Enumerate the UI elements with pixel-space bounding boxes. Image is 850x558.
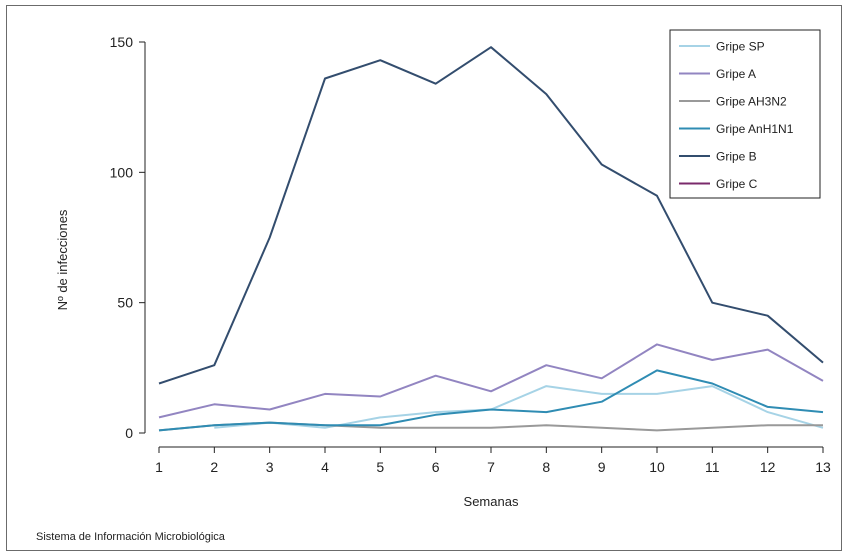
x-tick-label: 13 — [815, 459, 831, 475]
x-tick-label: 6 — [432, 459, 440, 475]
x-tick-label: 9 — [598, 459, 606, 475]
x-ticks: 1 2 3 4 5 6 7 8 9 10 11 12 13 — [155, 447, 831, 475]
plot-lines — [158, 46, 824, 432]
y-axis-label: Nº de infecciones — [55, 209, 70, 310]
series-line-gripe-a — [158, 343, 824, 419]
x-tick-label: 7 — [487, 459, 495, 475]
x-tick-label: 8 — [542, 459, 550, 475]
legend-label: Gripe B — [716, 150, 757, 164]
source-note: Sistema de Información Microbiológica — [36, 531, 225, 543]
y-tick-label: 100 — [110, 164, 134, 180]
x-axis-label: Semanas — [464, 494, 519, 509]
series-line-gripe-anh1n1 — [158, 369, 824, 432]
x-tick-label: 3 — [266, 459, 274, 475]
x-tick-label: 1 — [155, 459, 163, 475]
y-tick-label: 150 — [110, 34, 134, 50]
y-tick-label: 0 — [125, 425, 133, 441]
legend: Gripe SP Gripe A Gripe AH3N2 Gripe AnH1N1 Gr… — [669, 29, 821, 199]
x-tick-label: 12 — [760, 459, 776, 475]
series-line-gripe-sp — [214, 385, 824, 429]
legend-label: Gripe SP — [716, 40, 765, 54]
x-tick-label: 4 — [321, 459, 329, 475]
x-tick-label: 2 — [210, 459, 218, 475]
x-tick-label: 11 — [705, 459, 720, 475]
legend-label: Gripe AnH1N1 — [716, 122, 794, 136]
legend-label: Gripe A — [716, 67, 756, 81]
x-tick-label: 10 — [649, 459, 665, 475]
y-tick-label: 50 — [117, 295, 133, 311]
legend-label: Gripe C — [716, 177, 758, 191]
x-tick-label: 5 — [376, 459, 384, 475]
legend-box — [669, 29, 821, 199]
y-ticks: 0 50 100 150 — [110, 34, 145, 441]
legend-label: Gripe AH3N2 — [716, 95, 787, 109]
series-line-gripe-b — [158, 46, 824, 385]
